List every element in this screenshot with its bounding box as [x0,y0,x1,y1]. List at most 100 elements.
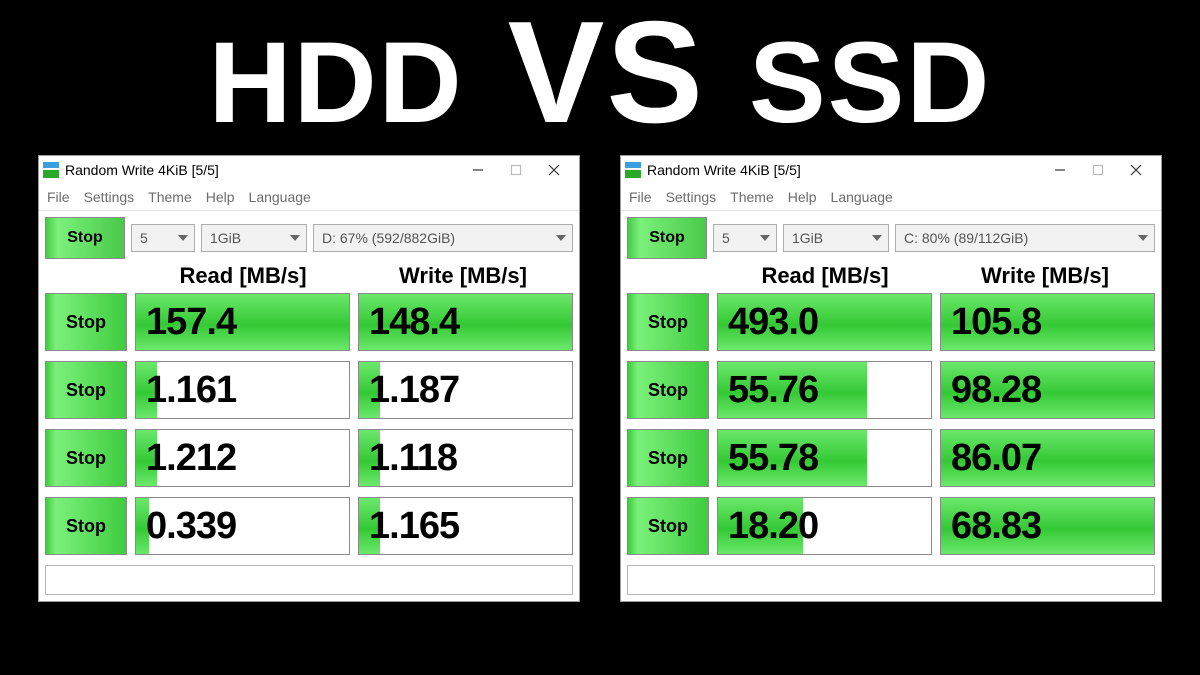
read-value: 55.78 [718,430,931,486]
headline-vs: VS [508,0,705,145]
read-value: 157.4 [136,294,349,350]
toolbar: Stop 5 1GiB C: 80% (89/112GiB) [621,211,1161,261]
size-select[interactable]: 1GiB [201,224,307,252]
row-button[interactable]: Stop [45,293,127,351]
write-value: 1.165 [359,498,572,554]
write-cell: 1.187 [358,361,573,419]
row-button[interactable]: Stop [45,429,127,487]
read-cell: 0.339 [135,497,350,555]
drive-select[interactable]: C: 80% (89/112GiB) [895,224,1155,252]
write-value: 86.07 [941,430,1154,486]
titlebar: Random Write 4KiB [5/5] [621,156,1161,184]
result-rows: Stop 157.4 148.4 Stop 1.161 1.187 Stop 1… [39,293,579,565]
read-cell: 55.78 [717,429,932,487]
read-value: 493.0 [718,294,931,350]
count-select[interactable]: 5 [131,224,195,252]
read-cell: 18.20 [717,497,932,555]
row-button[interactable]: Stop [627,293,709,351]
headline: HDD VS SSD [0,0,1200,145]
menu-language[interactable]: Language [249,189,311,205]
maximize-button[interactable] [497,159,535,181]
read-cell: 1.212 [135,429,350,487]
result-row: Stop 55.78 86.07 [627,429,1155,487]
menu-settings[interactable]: Settings [84,189,135,205]
menubar: File Settings Theme Help Language [39,184,579,211]
menubar: File Settings Theme Help Language [621,184,1161,211]
read-cell: 55.76 [717,361,932,419]
chevron-down-icon [1138,235,1148,241]
write-cell: 148.4 [358,293,573,351]
maximize-button[interactable] [1079,159,1117,181]
drive-value: C: 80% (89/112GiB) [904,230,1028,246]
result-row: Stop 157.4 148.4 [45,293,573,351]
menu-file[interactable]: File [47,189,70,205]
header-write: Write [MB/s] [353,263,573,289]
count-select[interactable]: 5 [713,224,777,252]
run-button[interactable]: Stop [627,217,707,259]
run-button[interactable]: Stop [45,217,125,259]
menu-theme[interactable]: Theme [730,189,774,205]
window-title: Random Write 4KiB [5/5] [647,162,801,178]
row-button[interactable]: Stop [627,429,709,487]
result-row: Stop 55.76 98.28 [627,361,1155,419]
count-value: 5 [140,230,148,246]
size-select[interactable]: 1GiB [783,224,889,252]
menu-help[interactable]: Help [788,189,817,205]
headline-left: HDD [209,26,464,141]
read-value: 55.76 [718,362,931,418]
chevron-down-icon [760,235,770,241]
write-cell: 98.28 [940,361,1155,419]
menu-theme[interactable]: Theme [148,189,192,205]
count-value: 5 [722,230,730,246]
read-cell: 1.161 [135,361,350,419]
minimize-button[interactable] [1041,159,1079,181]
column-headers: Read [MB/s] Write [MB/s] [621,261,1161,293]
result-row: Stop 1.161 1.187 [45,361,573,419]
row-button[interactable]: Stop [627,361,709,419]
write-value: 68.83 [941,498,1154,554]
write-cell: 86.07 [940,429,1155,487]
menu-file[interactable]: File [629,189,652,205]
write-cell: 105.8 [940,293,1155,351]
header-write: Write [MB/s] [935,263,1155,289]
close-button[interactable] [1117,159,1155,181]
read-value: 0.339 [136,498,349,554]
write-value: 148.4 [359,294,572,350]
drive-select[interactable]: D: 67% (592/882GiB) [313,224,573,252]
app-icon [625,162,641,178]
result-row: Stop 18.20 68.83 [627,497,1155,555]
menu-language[interactable]: Language [831,189,893,205]
row-button[interactable]: Stop [627,497,709,555]
size-value: 1GiB [792,230,823,246]
panels: Random Write 4KiB [5/5] File Settings Th… [0,155,1200,602]
window-ssd: Random Write 4KiB [5/5] File Settings Th… [620,155,1162,602]
chevron-down-icon [872,235,882,241]
headline-right: SSD [749,26,991,141]
result-row: Stop 493.0 105.8 [627,293,1155,351]
size-value: 1GiB [210,230,241,246]
header-read: Read [MB/s] [133,263,353,289]
menu-help[interactable]: Help [206,189,235,205]
minimize-button[interactable] [459,159,497,181]
column-headers: Read [MB/s] Write [MB/s] [39,261,579,293]
row-button[interactable]: Stop [45,497,127,555]
result-rows: Stop 493.0 105.8 Stop 55.76 98.28 Stop 5… [621,293,1161,565]
status-bar [627,565,1155,595]
read-cell: 493.0 [717,293,932,351]
row-button[interactable]: Stop [45,361,127,419]
read-cell: 157.4 [135,293,350,351]
read-value: 1.161 [136,362,349,418]
close-button[interactable] [535,159,573,181]
header-read: Read [MB/s] [715,263,935,289]
read-value: 18.20 [718,498,931,554]
write-cell: 1.165 [358,497,573,555]
window-hdd: Random Write 4KiB [5/5] File Settings Th… [38,155,580,602]
chevron-down-icon [290,235,300,241]
chevron-down-icon [556,235,566,241]
write-value: 1.118 [359,430,572,486]
window-title: Random Write 4KiB [5/5] [65,162,219,178]
titlebar: Random Write 4KiB [5/5] [39,156,579,184]
status-bar [45,565,573,595]
write-value: 1.187 [359,362,572,418]
menu-settings[interactable]: Settings [666,189,717,205]
